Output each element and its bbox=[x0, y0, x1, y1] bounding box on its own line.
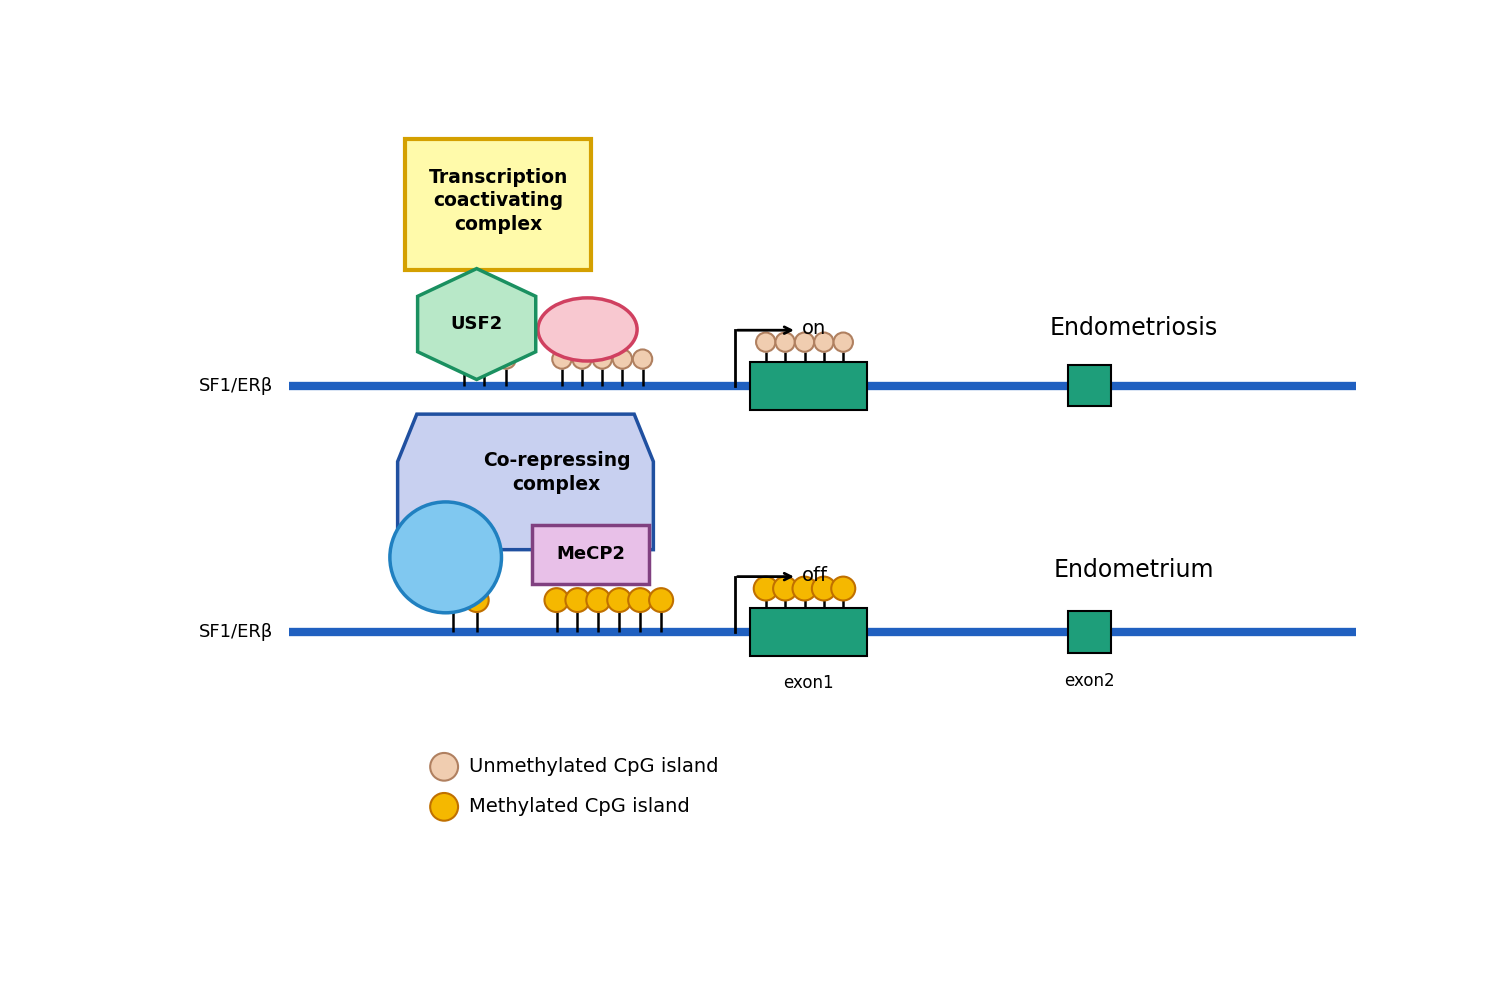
Circle shape bbox=[650, 588, 674, 612]
Circle shape bbox=[544, 588, 568, 612]
Bar bbox=[750, 362, 867, 410]
Circle shape bbox=[429, 753, 458, 781]
Circle shape bbox=[832, 577, 856, 600]
Bar bbox=[750, 608, 867, 656]
Bar bbox=[1068, 611, 1111, 653]
Text: Unmethylated CpG island: Unmethylated CpG island bbox=[469, 757, 719, 776]
Polygon shape bbox=[417, 269, 535, 379]
FancyBboxPatch shape bbox=[532, 525, 648, 584]
Polygon shape bbox=[398, 414, 654, 550]
Circle shape bbox=[754, 577, 778, 600]
Circle shape bbox=[628, 588, 653, 612]
Text: SF1/ERβ: SF1/ERβ bbox=[199, 377, 274, 395]
Text: Co-repressing
complex: Co-repressing complex bbox=[482, 451, 630, 494]
Bar bbox=[1068, 365, 1111, 406]
Text: on: on bbox=[802, 319, 826, 338]
Circle shape bbox=[586, 588, 610, 612]
Circle shape bbox=[757, 333, 776, 352]
Circle shape bbox=[429, 793, 458, 821]
Circle shape bbox=[565, 588, 589, 612]
Circle shape bbox=[592, 349, 612, 369]
Circle shape bbox=[776, 333, 794, 352]
Text: exon1: exon1 bbox=[784, 674, 833, 692]
Ellipse shape bbox=[538, 298, 637, 361]
Circle shape bbox=[464, 588, 488, 612]
Text: Endometriosis: Endometriosis bbox=[1050, 316, 1218, 340]
Circle shape bbox=[454, 349, 473, 369]
Circle shape bbox=[633, 349, 653, 369]
Circle shape bbox=[794, 333, 814, 352]
Circle shape bbox=[496, 349, 515, 369]
Circle shape bbox=[390, 502, 502, 613]
Text: MeCP2: MeCP2 bbox=[556, 545, 625, 563]
Circle shape bbox=[812, 577, 836, 600]
Circle shape bbox=[833, 333, 853, 352]
Circle shape bbox=[613, 349, 631, 369]
Circle shape bbox=[573, 349, 592, 369]
Circle shape bbox=[607, 588, 631, 612]
Text: SF1/ERβ: SF1/ERβ bbox=[199, 623, 274, 641]
Text: exon2: exon2 bbox=[1064, 672, 1115, 690]
Circle shape bbox=[442, 588, 466, 612]
Circle shape bbox=[814, 333, 833, 352]
Bar bbox=[405, 139, 591, 270]
Text: Transcription
coactivating
complex: Transcription coactivating complex bbox=[428, 168, 568, 234]
Text: Endometrium: Endometrium bbox=[1053, 558, 1215, 582]
Circle shape bbox=[552, 349, 571, 369]
Circle shape bbox=[793, 577, 817, 600]
Circle shape bbox=[475, 349, 494, 369]
Text: USF2: USF2 bbox=[451, 315, 503, 333]
Text: Methylated CpG island: Methylated CpG island bbox=[469, 797, 690, 816]
Circle shape bbox=[773, 577, 797, 600]
Text: off: off bbox=[802, 566, 829, 585]
